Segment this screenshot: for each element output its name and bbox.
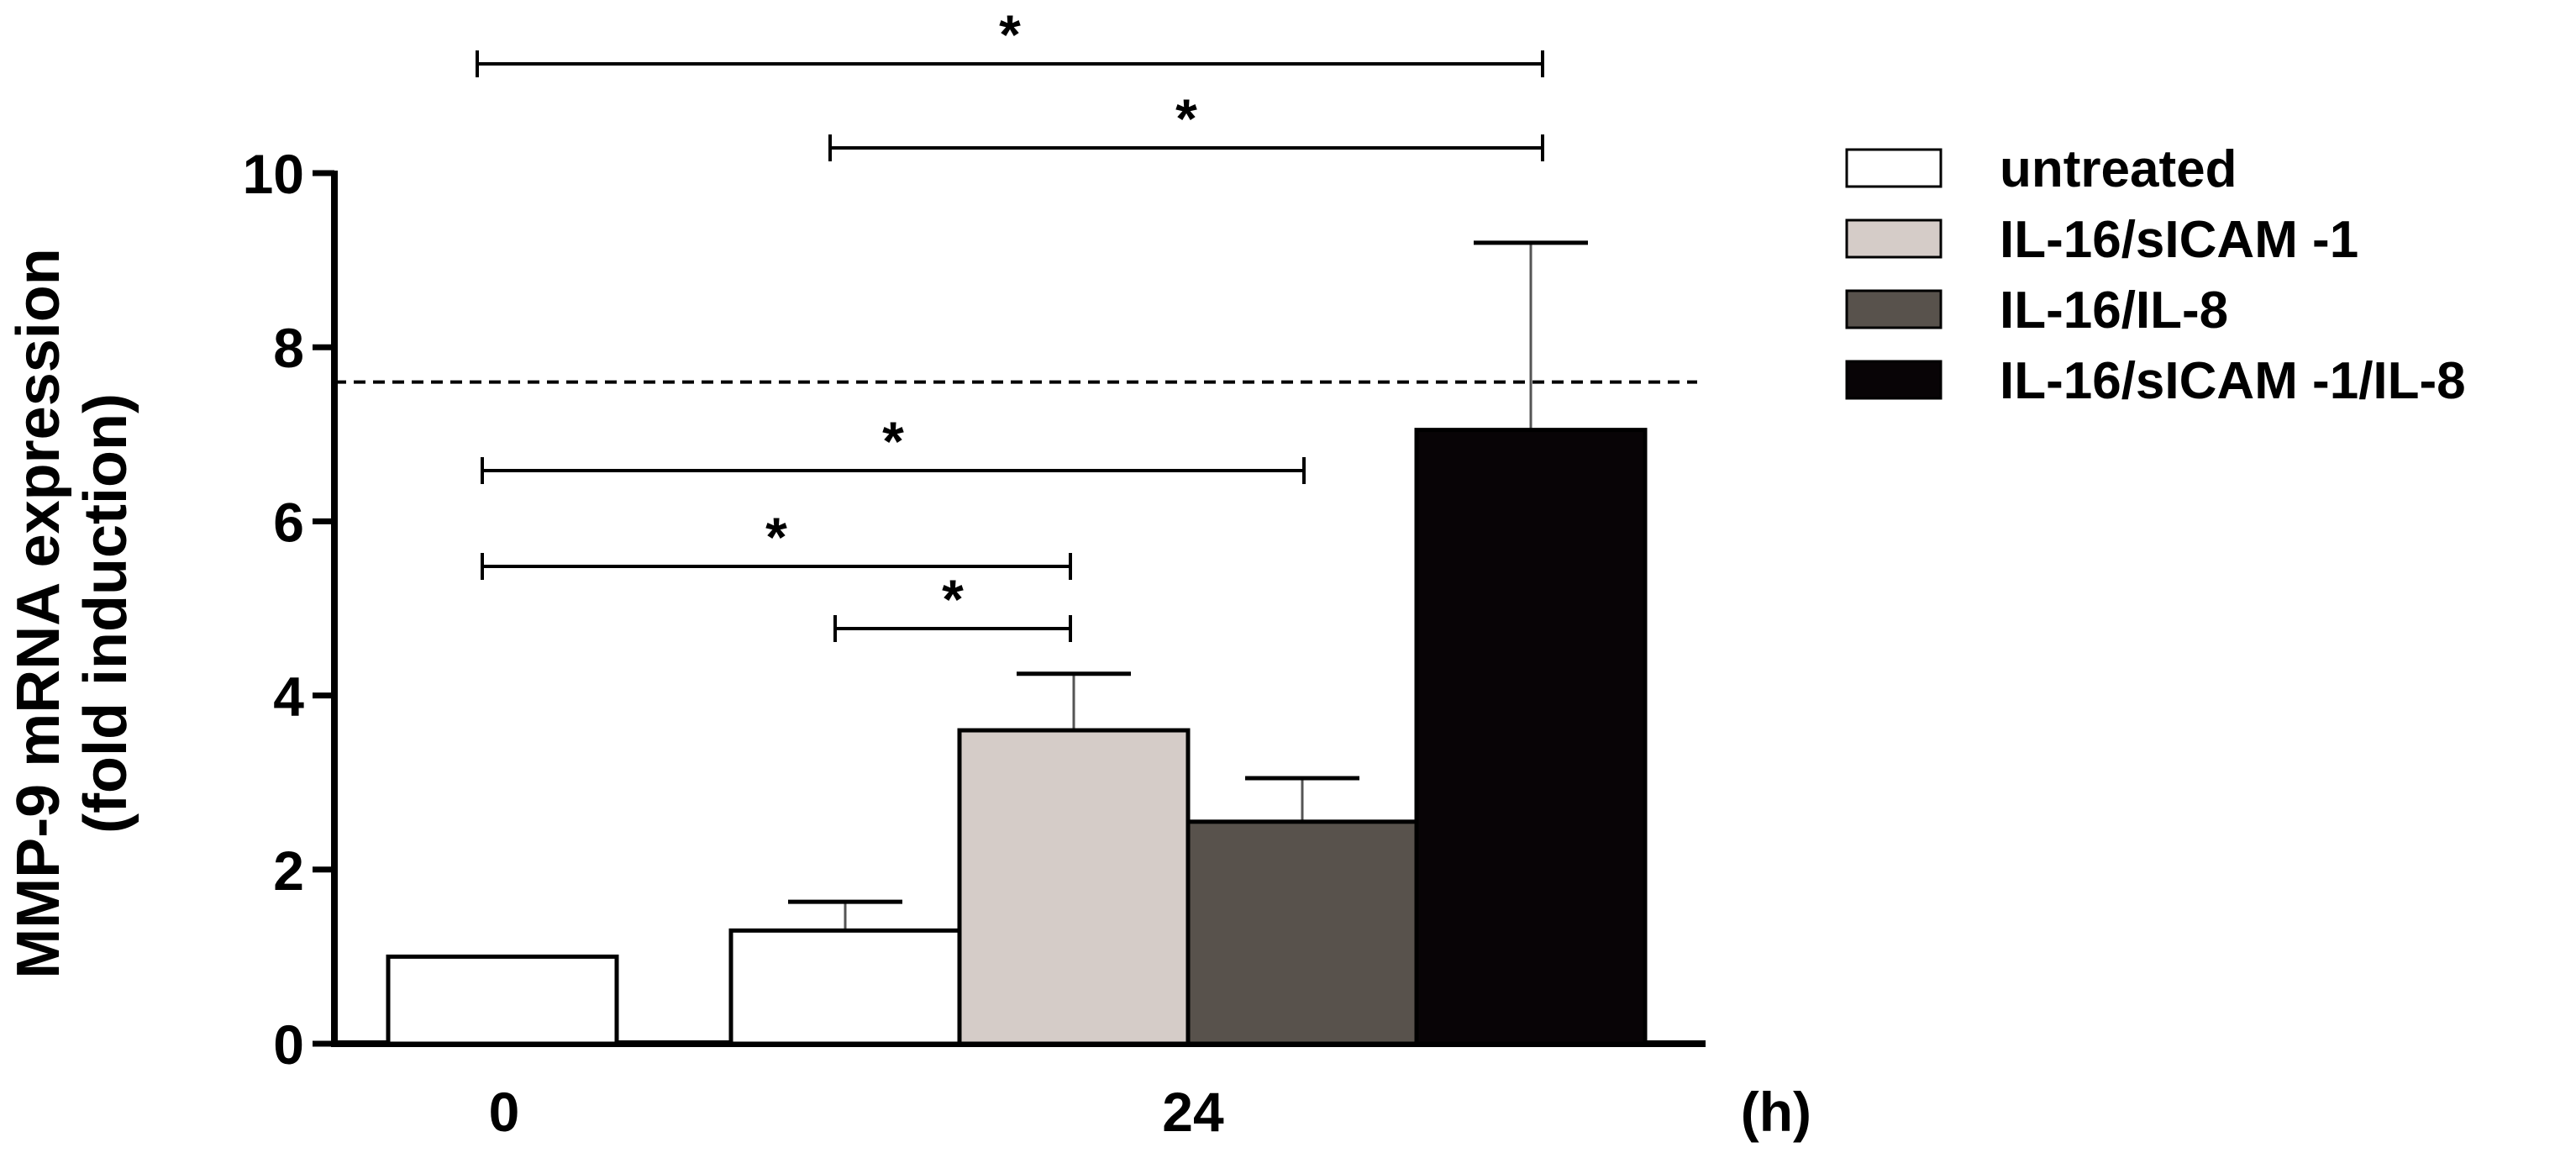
y-tick-label: 6: [273, 491, 304, 553]
bar-untreated: [728, 928, 962, 1046]
significance-brackets: * * * * *: [476, 3, 1544, 642]
legend-label: untreated: [2000, 140, 2237, 198]
significance-star: *: [999, 3, 1021, 66]
legend-swatch: [1845, 218, 1943, 259]
y-tick-label: 8: [273, 317, 304, 379]
y-axis-label-line2: (fold induction): [72, 393, 139, 834]
bar-untreated: [386, 954, 619, 1046]
bars: [386, 240, 1648, 1046]
bar-il-16-il-8: [1185, 819, 1419, 1046]
y-tick-label: 4: [273, 666, 304, 728]
legend-swatch: [1845, 360, 1943, 400]
legend-label: IL-16/sICAM -1/IL-8: [2000, 352, 2466, 410]
bar-il-16-sicam-1-il-8: [1414, 428, 1648, 1046]
y-tick-label: 2: [273, 840, 304, 902]
significance-star: *: [882, 410, 904, 472]
significance-star: *: [1175, 87, 1197, 150]
legend-swatch: [1845, 289, 1943, 329]
x-tick-label: 0: [489, 1081, 520, 1143]
y-axis-label-line1: MMP-9 mRNA expression: [5, 248, 72, 979]
x-tick-label: 24: [1162, 1081, 1224, 1143]
legend-label: IL-16/IL-8: [2000, 282, 2228, 340]
significance-star: *: [942, 568, 964, 630]
y-tick-label: 0: [273, 1013, 304, 1076]
x-axis-unit: (h): [1741, 1081, 1811, 1143]
bar-il-16-sicam-1: [957, 728, 1191, 1046]
legend-swatch: [1845, 148, 1943, 188]
legend-label: IL-16/sICAM -1: [2000, 211, 2358, 269]
significance-star: *: [765, 506, 787, 568]
y-tick-label: 10: [243, 143, 304, 205]
legend: untreated IL-16/sICAM -1 IL-16/IL-8 IL-16/s…: [1845, 140, 2466, 410]
